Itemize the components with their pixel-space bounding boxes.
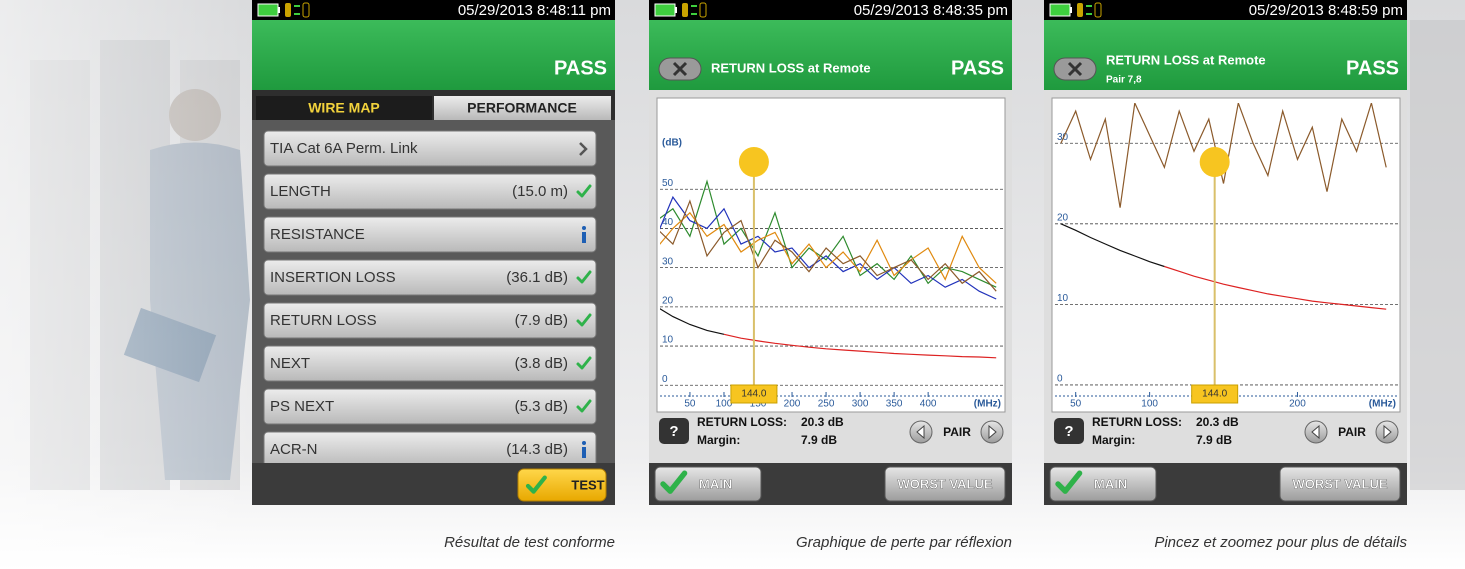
status-date: 05/29/2013 8:48:35 pm — [854, 2, 1008, 19]
y-tick-label: 30 — [1057, 132, 1069, 143]
worst-value-label: WORST VALUE — [1292, 476, 1387, 491]
plot-frame — [657, 98, 1005, 412]
x-tick-label: 200 — [1289, 399, 1306, 410]
header — [649, 20, 1012, 90]
info-dot — [582, 441, 586, 445]
y-tick-label: 10 — [1057, 293, 1069, 304]
readout-value: 20.3 dB — [1196, 415, 1239, 429]
caption: Résultat de test conforme — [444, 534, 615, 551]
marker-label: 144.0 — [741, 389, 766, 400]
y-unit: (dB) — [662, 138, 682, 149]
battery-tip — [675, 7, 677, 13]
marker-handle — [1200, 147, 1230, 177]
status-date: 05/29/2013 8:48:11 pm — [458, 2, 611, 19]
tab-label: WIRE MAP — [308, 100, 380, 116]
worst-value-label: WORST VALUE — [897, 476, 992, 491]
link-icon — [682, 3, 688, 17]
row-value: (5.3 dB) — [515, 398, 568, 415]
page: 05/29/2013 8:48:11 pm PASS WIRE MAP PERFORM… — [0, 0, 1465, 569]
row-label: PS NEXT — [270, 398, 334, 415]
x-tick-label: 200 — [784, 399, 801, 410]
x-tick-label: 400 — [920, 399, 937, 410]
screen-title: RETURN LOSS at Remote — [1106, 52, 1266, 67]
x-tick-label: 350 — [886, 399, 903, 410]
row-label: INSERTION LOSS — [270, 269, 396, 286]
readout-label: RETURN LOSS: — [697, 415, 787, 429]
screen-title: RETURN LOSS at Remote — [711, 60, 871, 75]
readout-label: Margin: — [1092, 433, 1135, 447]
x-tick-label: 300 — [852, 399, 869, 410]
link-icon — [1077, 3, 1083, 17]
row-label: RESISTANCE — [270, 226, 365, 243]
tab-label: PERFORMANCE — [467, 100, 577, 116]
info-stem — [582, 447, 586, 458]
result: PASS — [1346, 57, 1399, 79]
pair-label: PAIR — [943, 425, 971, 439]
y-tick-label: 20 — [1057, 212, 1069, 223]
main-label: MAIN — [699, 476, 732, 491]
header — [252, 20, 615, 90]
y-tick-label: 10 — [662, 335, 674, 346]
readout-label: Margin: — [697, 433, 740, 447]
test-label: TEST — [571, 477, 604, 492]
help-label: ? — [669, 423, 678, 440]
y-tick-label: 20 — [662, 295, 674, 306]
battery-icon — [655, 4, 675, 16]
caption: Graphique de perte par réflexion — [796, 534, 1012, 551]
link-icon — [285, 3, 291, 17]
readout-value: 20.3 dB — [801, 415, 844, 429]
marker-handle — [739, 147, 769, 177]
x-tick-label: 100 — [716, 399, 733, 410]
info-stem — [582, 232, 586, 243]
row-label: RETURN LOSS — [270, 312, 377, 329]
screen-subtitle: Pair 7,8 — [1106, 75, 1142, 86]
result: PASS — [554, 57, 607, 79]
y-tick-label: 30 — [662, 256, 674, 267]
pair-label: PAIR — [1338, 425, 1366, 439]
status-date: 05/29/2013 8:48:59 pm — [1249, 2, 1403, 19]
result: PASS — [951, 57, 1004, 79]
row-value: (7.9 dB) — [515, 312, 568, 329]
y-tick-label: 50 — [662, 178, 674, 189]
x-tick-label: 50 — [684, 399, 696, 410]
row-label: LENGTH — [270, 183, 331, 200]
main-label: MAIN — [1094, 476, 1127, 491]
x-tick-label: 250 — [818, 399, 835, 410]
battery-icon — [258, 4, 278, 16]
readout-value: 7.9 dB — [1196, 433, 1232, 447]
row-value: (36.1 dB) — [506, 269, 568, 286]
caption: Pincez et zoomez pour plus de détails — [1154, 534, 1407, 551]
battery-tip — [278, 7, 280, 13]
marker-label: 144.0 — [1202, 389, 1227, 400]
plot-frame — [1052, 98, 1400, 412]
row-value: (14.3 dB) — [506, 441, 568, 458]
y-tick-label: 0 — [1057, 374, 1063, 385]
row-value: (15.0 m) — [512, 183, 568, 200]
row-label: NEXT — [270, 355, 310, 372]
readout-label: RETURN LOSS: — [1092, 415, 1182, 429]
help-label: ? — [1064, 423, 1073, 440]
row-value: (3.8 dB) — [515, 355, 568, 372]
row-label: TIA Cat 6A Perm. Link — [270, 140, 418, 157]
info-dot — [582, 226, 586, 230]
readout-value: 7.9 dB — [801, 433, 837, 447]
x-unit: (MHz) — [1369, 399, 1396, 410]
backdrop-fade — [0, 0, 260, 569]
battery-icon — [1050, 4, 1070, 16]
x-tick-label: 50 — [1070, 399, 1082, 410]
row-label: ACR-N — [270, 441, 318, 458]
x-unit: (MHz) — [974, 399, 1001, 410]
battery-tip — [1070, 7, 1072, 13]
y-tick-label: 0 — [662, 374, 668, 385]
x-tick-label: 100 — [1141, 399, 1158, 410]
